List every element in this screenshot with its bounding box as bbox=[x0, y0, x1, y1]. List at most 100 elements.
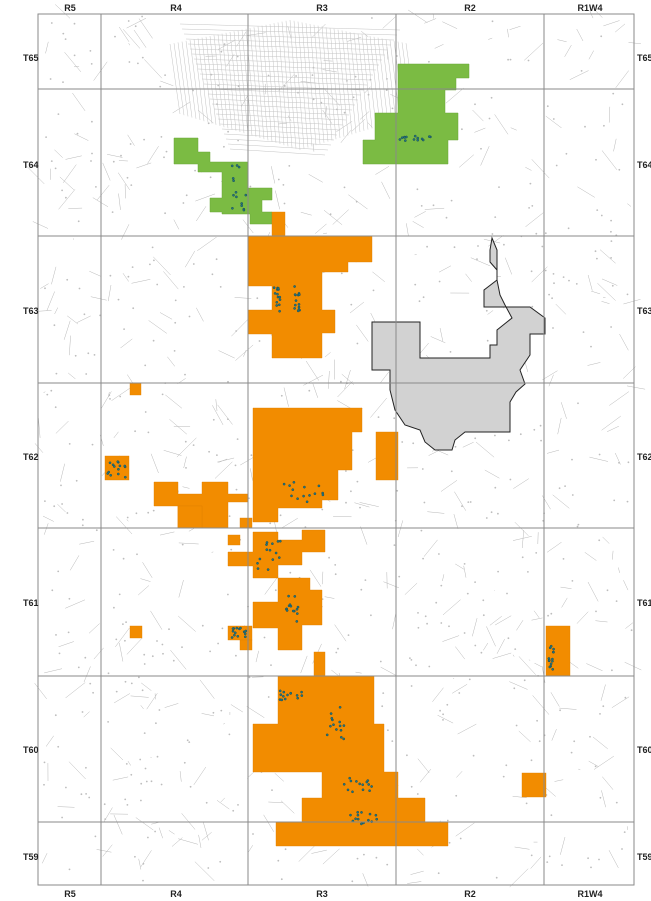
pipeline-segment bbox=[442, 574, 445, 582]
well-dot bbox=[234, 464, 237, 467]
pipeline-segment bbox=[514, 846, 530, 850]
well-dot bbox=[84, 656, 87, 659]
pipeline-segment bbox=[480, 146, 490, 166]
pipeline-segment bbox=[113, 814, 123, 835]
well-marker bbox=[286, 693, 289, 697]
well-marker bbox=[235, 164, 239, 167]
pipeline-segment bbox=[348, 194, 368, 210]
pipeline-segment bbox=[171, 837, 183, 847]
pipeline-segment bbox=[601, 278, 618, 286]
well-dot bbox=[356, 480, 359, 483]
well-dot bbox=[535, 552, 538, 554]
hatch-line bbox=[273, 23, 285, 146]
well-clusters bbox=[106, 134, 555, 826]
well-dot bbox=[334, 573, 337, 576]
township-label-right-t65: T65 bbox=[637, 53, 651, 63]
well-dot bbox=[416, 793, 419, 795]
well-dot bbox=[256, 297, 259, 300]
pipeline-segment bbox=[83, 666, 91, 683]
township-label-left-t60: T60 bbox=[23, 745, 39, 755]
orange-region[interactable] bbox=[104, 211, 571, 847]
hatch-line bbox=[229, 148, 326, 156]
well-dot bbox=[548, 855, 551, 858]
pipeline-segment bbox=[178, 542, 199, 545]
pipeline-segment bbox=[118, 193, 121, 210]
well-dot bbox=[185, 194, 188, 197]
pipeline-segment bbox=[414, 211, 426, 218]
well-dot bbox=[386, 863, 389, 866]
well-dot bbox=[134, 855, 136, 858]
pipeline-segment bbox=[516, 620, 524, 631]
pipeline-segment bbox=[117, 172, 130, 191]
pipeline-segment bbox=[492, 652, 512, 659]
well-dot bbox=[610, 257, 612, 259]
hatch-line bbox=[195, 63, 377, 71]
pipeline-segment bbox=[525, 166, 532, 171]
pipeline-segment bbox=[559, 707, 577, 710]
pipeline-segment bbox=[140, 705, 144, 710]
range-label-top-r1w4: R1W4 bbox=[577, 3, 603, 13]
pipeline-segment bbox=[623, 366, 636, 379]
well-dot bbox=[490, 511, 493, 514]
well-dot bbox=[550, 612, 553, 615]
well-dot bbox=[208, 450, 211, 453]
well-dot bbox=[62, 32, 65, 35]
well-dot bbox=[68, 597, 71, 600]
pipeline-segment bbox=[34, 443, 44, 453]
hatch-line bbox=[173, 43, 185, 116]
hatch-line bbox=[365, 35, 377, 128]
well-dot bbox=[343, 111, 346, 114]
pipeline-segment bbox=[311, 849, 327, 854]
well-dot bbox=[144, 411, 147, 413]
grey-region[interactable] bbox=[371, 236, 546, 451]
well-dot bbox=[217, 84, 220, 87]
well-dot bbox=[83, 313, 86, 316]
pipeline-segment bbox=[530, 856, 542, 869]
pipeline-segment bbox=[126, 17, 147, 29]
pipeline-segment bbox=[37, 310, 52, 312]
pipeline-segment bbox=[510, 127, 517, 131]
township-range-grid bbox=[37, 13, 635, 886]
well-dot bbox=[130, 682, 133, 685]
well-marker bbox=[403, 136, 407, 139]
pipeline-segment bbox=[122, 273, 129, 282]
well-marker bbox=[329, 712, 333, 715]
well-dot bbox=[152, 509, 155, 512]
well-dot bbox=[547, 614, 549, 617]
pipeline-segment bbox=[167, 356, 175, 367]
well-dot bbox=[61, 816, 63, 819]
range-label-bottom-r3: R3 bbox=[316, 889, 328, 899]
well-dot bbox=[113, 606, 115, 609]
well-marker bbox=[375, 817, 379, 821]
well-dot bbox=[350, 490, 352, 493]
pipeline-segment bbox=[486, 626, 496, 647]
well-dot bbox=[345, 470, 347, 472]
well-dot bbox=[112, 549, 115, 551]
pipeline-segment bbox=[406, 223, 409, 237]
hatch-line bbox=[225, 32, 237, 131]
hatch-line bbox=[289, 19, 301, 151]
hatch-line bbox=[385, 39, 397, 122]
well-dot bbox=[494, 216, 497, 219]
well-dot bbox=[490, 96, 493, 99]
pipeline-segment bbox=[531, 617, 543, 621]
well-dot bbox=[445, 216, 448, 219]
well-dot bbox=[432, 204, 435, 207]
well-dot bbox=[85, 766, 87, 769]
well-marker bbox=[552, 650, 555, 654]
pipeline-segment bbox=[612, 550, 614, 560]
hatch-line bbox=[209, 35, 221, 127]
pipeline-segment bbox=[68, 761, 86, 780]
pipeline-segment bbox=[58, 189, 76, 210]
well-dot bbox=[267, 74, 270, 77]
pipeline-segment bbox=[110, 747, 124, 761]
well-dot bbox=[611, 669, 613, 672]
pipeline-segment bbox=[445, 87, 464, 104]
well-marker bbox=[281, 694, 285, 698]
well-dot bbox=[160, 783, 163, 786]
well-dot bbox=[453, 246, 456, 249]
well-marker bbox=[118, 464, 122, 468]
well-marker bbox=[358, 782, 362, 786]
well-marker bbox=[305, 500, 309, 504]
